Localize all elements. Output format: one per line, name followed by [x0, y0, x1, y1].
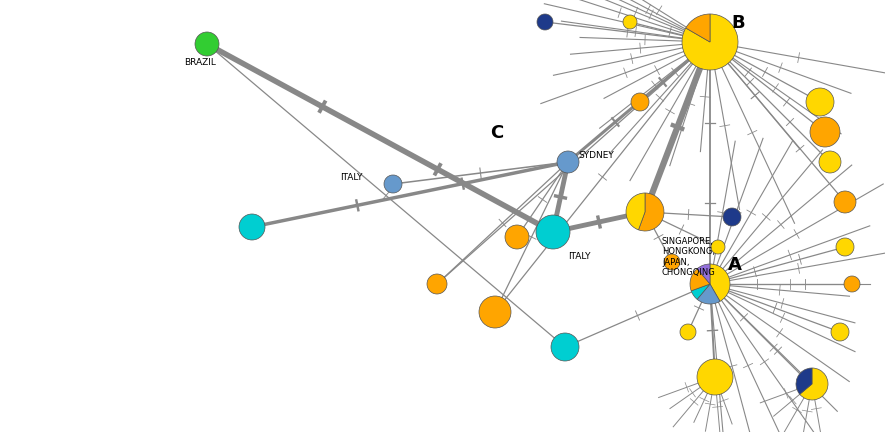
- Text: A: A: [728, 256, 742, 274]
- Wedge shape: [537, 14, 553, 30]
- Text: ITALY: ITALY: [340, 173, 363, 182]
- Wedge shape: [800, 368, 828, 400]
- Wedge shape: [557, 151, 579, 173]
- Wedge shape: [551, 333, 579, 361]
- Wedge shape: [384, 175, 402, 193]
- Wedge shape: [796, 368, 812, 394]
- Wedge shape: [810, 117, 840, 147]
- Wedge shape: [239, 214, 265, 240]
- Wedge shape: [711, 240, 725, 254]
- Wedge shape: [697, 359, 733, 395]
- Wedge shape: [806, 88, 834, 116]
- Wedge shape: [664, 254, 680, 270]
- Wedge shape: [691, 284, 710, 299]
- Text: SYDNEY: SYDNEY: [578, 151, 614, 160]
- Text: SINGAPORE,
HONGKONG,
JAPAN,
CHONGQING: SINGAPORE, HONGKONG, JAPAN, CHONGQING: [662, 237, 716, 277]
- Wedge shape: [638, 193, 664, 231]
- Text: BRAZIL: BRAZIL: [184, 58, 216, 67]
- Wedge shape: [680, 324, 696, 340]
- Wedge shape: [697, 284, 720, 304]
- Wedge shape: [536, 215, 570, 249]
- Text: C: C: [490, 124, 504, 142]
- Wedge shape: [479, 296, 511, 328]
- Wedge shape: [723, 208, 741, 226]
- Text: ITALY: ITALY: [568, 252, 590, 261]
- Wedge shape: [682, 14, 738, 70]
- Wedge shape: [710, 264, 730, 302]
- Wedge shape: [626, 193, 645, 230]
- Wedge shape: [623, 15, 637, 29]
- Text: B: B: [731, 14, 744, 32]
- Wedge shape: [686, 14, 710, 42]
- Wedge shape: [819, 151, 841, 173]
- Wedge shape: [844, 276, 860, 292]
- Wedge shape: [697, 264, 710, 284]
- Wedge shape: [834, 191, 856, 213]
- Wedge shape: [631, 93, 649, 111]
- Wedge shape: [831, 323, 849, 341]
- Wedge shape: [195, 32, 219, 56]
- Wedge shape: [836, 238, 854, 256]
- Wedge shape: [505, 225, 529, 249]
- Wedge shape: [427, 274, 447, 294]
- Wedge shape: [690, 269, 710, 291]
